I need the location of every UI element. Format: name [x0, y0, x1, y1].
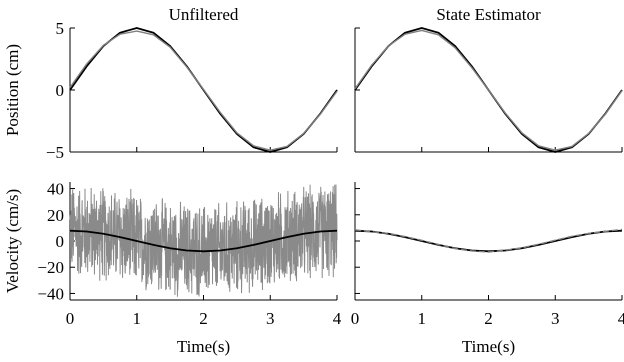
y-tick-label: −5 — [46, 143, 64, 162]
x-tick-label: 1 — [133, 309, 142, 328]
y-axis-label-0: Position (cm) — [3, 44, 22, 136]
series-line-true — [69, 229, 338, 253]
series-line-true — [354, 229, 623, 253]
x-axis-label-3: Time(s) — [462, 337, 515, 356]
y-tick-label: 40 — [47, 180, 64, 199]
y-tick-label: 5 — [56, 19, 65, 38]
x-tick-label: 4 — [333, 309, 342, 328]
series-line-estimate — [354, 29, 623, 151]
x-tick-label: 2 — [484, 309, 493, 328]
x-tick-label: 2 — [199, 309, 208, 328]
x-tick-label: 1 — [418, 309, 427, 328]
panel-title-1: State Estimator — [436, 5, 541, 24]
y-tick-label: 0 — [56, 232, 65, 251]
measured-velocity-noise — [69, 184, 338, 297]
x-axis-label-2: Time(s) — [177, 337, 230, 356]
y-tick-label: −40 — [37, 284, 64, 303]
series-line-estimate — [354, 228, 623, 253]
y-tick-label: 20 — [47, 206, 64, 225]
panel-title-0: Unfiltered — [169, 5, 239, 24]
series-line-measured — [69, 30, 338, 151]
x-tick-label: 0 — [66, 309, 75, 328]
x-tick-label: 3 — [266, 309, 275, 328]
x-tick-label: 4 — [618, 309, 624, 328]
y-tick-label: 0 — [56, 81, 65, 100]
y-tick-label: −20 — [37, 258, 64, 277]
y-axis-label-2: Velocity (cm/s) — [3, 189, 22, 293]
x-tick-label: 3 — [551, 309, 560, 328]
x-tick-label: 0 — [351, 309, 360, 328]
